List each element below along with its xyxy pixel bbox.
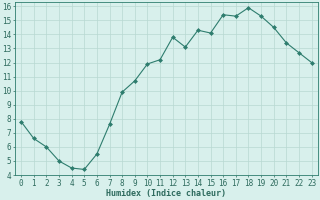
X-axis label: Humidex (Indice chaleur): Humidex (Indice chaleur) — [106, 189, 226, 198]
